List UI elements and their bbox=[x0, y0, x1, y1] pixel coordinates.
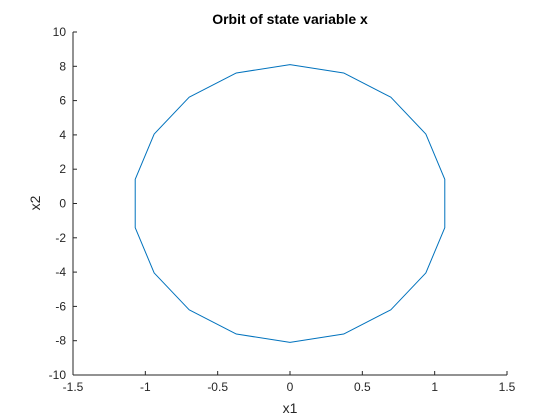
y-tick-label: 4 bbox=[59, 128, 66, 142]
x-tick-label: 0.5 bbox=[354, 380, 371, 394]
y-tick-label: 2 bbox=[59, 162, 66, 176]
x-tick-label: 1 bbox=[431, 380, 438, 394]
series-lines bbox=[134, 64, 446, 343]
x-tick-label: -1.5 bbox=[63, 380, 84, 394]
y-tick-label: -6 bbox=[55, 299, 66, 313]
x-tick-label: -1 bbox=[140, 380, 151, 394]
y-tick-label: -2 bbox=[55, 231, 66, 245]
y-tick-label: 0 bbox=[59, 197, 66, 211]
y-tick-label: 6 bbox=[59, 94, 66, 108]
y-tick-label: 8 bbox=[59, 59, 66, 73]
x-axis-label: x1 bbox=[283, 400, 298, 416]
chart-title: Orbit of state variable x bbox=[212, 11, 368, 27]
y-tick-label: -10 bbox=[49, 368, 67, 382]
axes bbox=[72, 32, 507, 376]
orbit-line bbox=[134, 64, 446, 343]
y-tick-label: -8 bbox=[55, 334, 66, 348]
x-tick-label: 0 bbox=[287, 380, 294, 394]
x-tick-label: -0.5 bbox=[207, 380, 228, 394]
x-tick-label: 1.5 bbox=[499, 380, 516, 394]
y-tick-label: 10 bbox=[53, 25, 67, 39]
y-axis-label: x2 bbox=[27, 195, 43, 210]
ticks: -1.5 -1 -0.5 0 0.5 1 1.5 -10 -8 -6 -4 -2 0 2 4 6 8 10 bbox=[49, 25, 516, 394]
y-tick-label: -4 bbox=[55, 265, 66, 279]
